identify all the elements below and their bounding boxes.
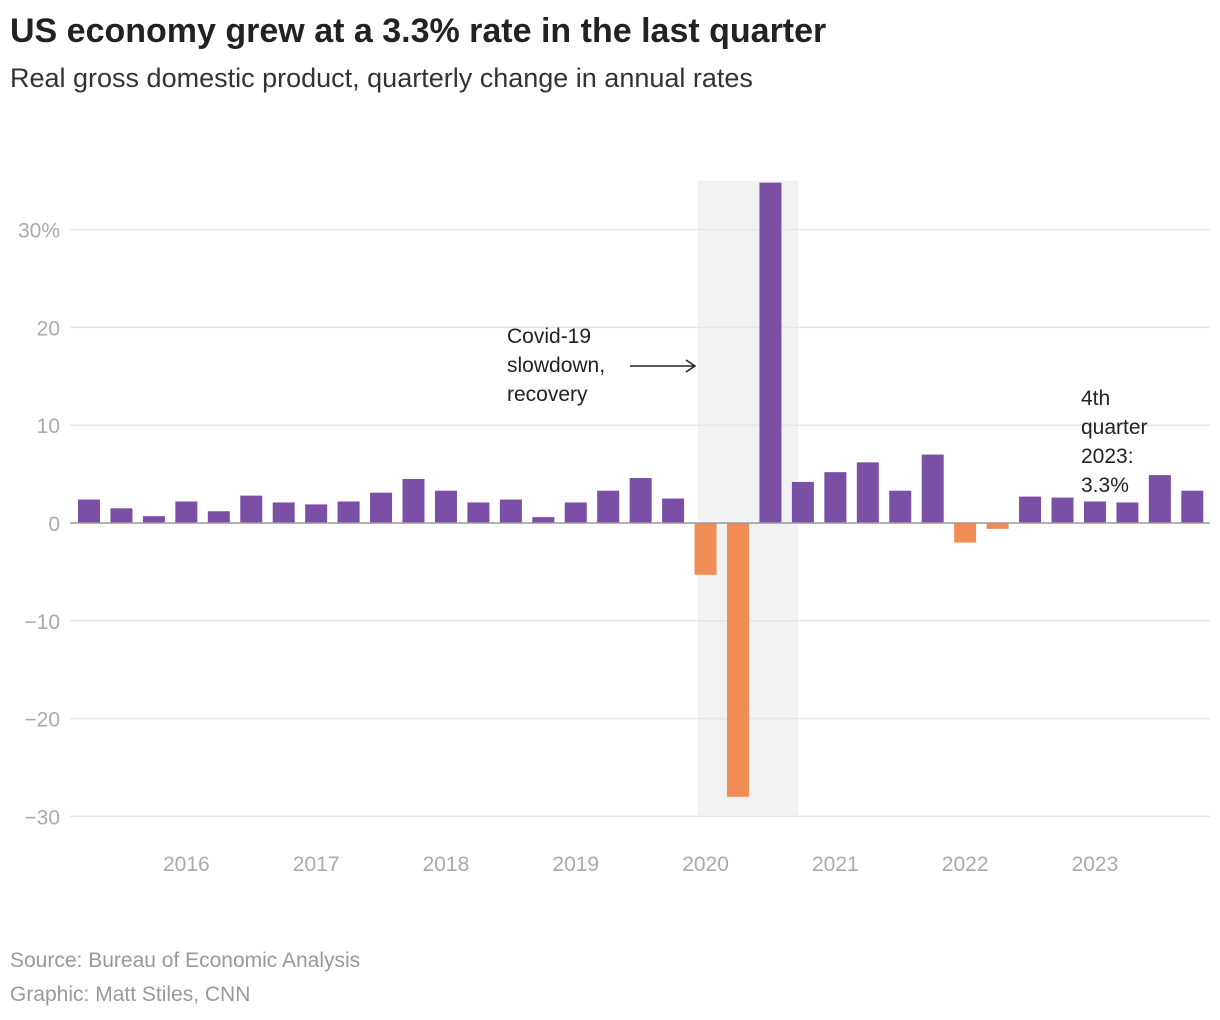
bar (856, 462, 879, 523)
bar (1051, 497, 1074, 523)
source-note: Source: Bureau of Economic Analysis (10, 949, 361, 972)
chart-title: US economy grew at a 3.3% rate in the la… (10, 12, 827, 50)
y-tick-label: −30 (24, 806, 60, 829)
bar (759, 182, 782, 523)
bar (207, 511, 230, 523)
bar (791, 481, 814, 523)
bar (240, 495, 263, 523)
bar (272, 502, 295, 523)
bar (1116, 502, 1139, 523)
last-quarter-annotation: quarter (1081, 416, 1148, 439)
bar (694, 523, 717, 575)
bar (1019, 496, 1042, 523)
bar (986, 523, 1009, 529)
bar (1181, 490, 1204, 523)
bar (499, 499, 522, 523)
bar (532, 517, 555, 523)
arrow-head-icon (685, 359, 697, 373)
covid-annotation: recovery (507, 383, 588, 406)
bar (824, 472, 847, 523)
y-tick-label: 20 (37, 317, 60, 340)
covid-annotation: Covid-19 (507, 325, 591, 348)
covid-annotation: slowdown, (507, 354, 605, 377)
x-tick-label: 2017 (293, 853, 340, 876)
bar (727, 523, 749, 797)
bar (629, 478, 652, 523)
bar (662, 498, 685, 523)
bar (564, 502, 587, 523)
y-tick-label: 0 (48, 513, 60, 536)
bar (370, 492, 393, 523)
bar (597, 490, 620, 523)
bar (889, 490, 912, 523)
y-tick-label: 30% (18, 220, 60, 243)
bar (1148, 475, 1171, 523)
bar (921, 454, 944, 523)
last-quarter-annotation: 4th (1081, 387, 1110, 410)
y-tick-label: −20 (24, 709, 60, 732)
x-tick-label: 2018 (423, 853, 470, 876)
bar (305, 504, 328, 523)
bar (954, 523, 977, 543)
credit-note: Graphic: Matt Stiles, CNN (10, 983, 251, 1006)
y-tick-label: 10 (37, 415, 60, 438)
x-tick-label: 2022 (942, 853, 989, 876)
last-quarter-annotation: 2023: (1081, 445, 1134, 468)
bar (337, 501, 360, 523)
bar (175, 501, 198, 523)
x-tick-label: 2021 (812, 853, 859, 876)
x-tick-label: 2016 (163, 853, 210, 876)
bar (110, 508, 133, 523)
bar (467, 502, 490, 523)
x-tick-label: 2023 (1072, 853, 1119, 876)
x-tick-label: 2020 (682, 853, 729, 876)
last-quarter-annotation: 3.3% (1081, 474, 1129, 497)
bar (434, 490, 457, 523)
y-tick-label: −10 (24, 611, 60, 634)
bar (1083, 501, 1106, 523)
chart-subtitle: Real gross domestic product, quarterly c… (10, 63, 753, 93)
bar (402, 478, 425, 523)
x-tick-label: 2019 (552, 853, 599, 876)
bar (142, 516, 165, 523)
bar (78, 499, 100, 523)
